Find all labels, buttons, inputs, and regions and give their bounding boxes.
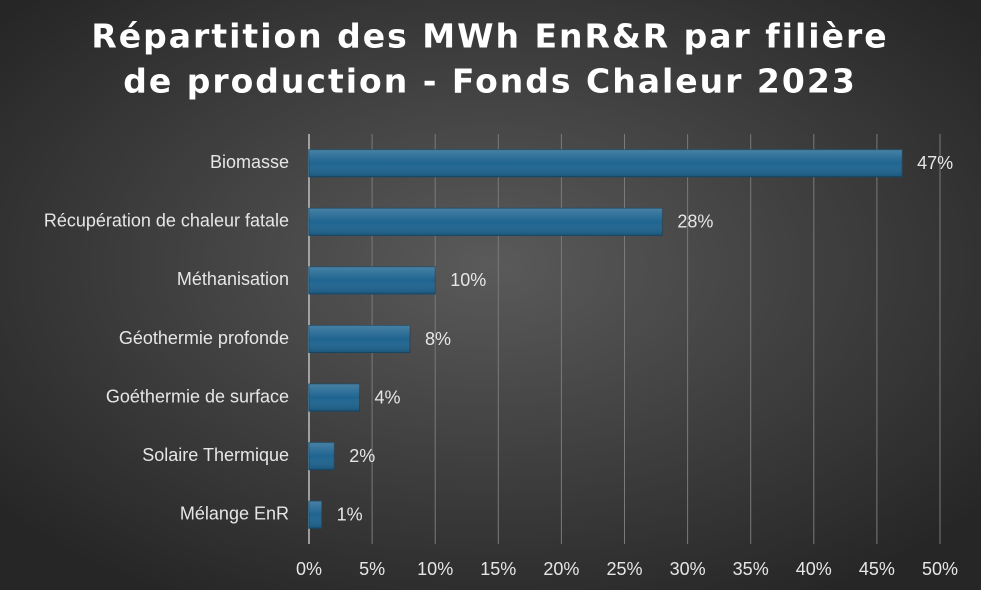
value-label: 10% [450, 270, 486, 290]
value-label: 47% [917, 153, 953, 173]
bar-shine [309, 208, 663, 236]
y-tick-label: Goéthermie de surface [106, 386, 289, 406]
x-tick-label: 35% [733, 559, 769, 579]
bar-shine [309, 266, 436, 294]
value-label: 2% [349, 446, 375, 466]
value-label: 4% [374, 387, 400, 407]
bar-shine [309, 325, 410, 353]
bar-shine [309, 442, 335, 470]
y-tick-label: Biomasse [210, 152, 289, 172]
chart-title: Répartition des MWh EnR&R par filière [91, 17, 888, 56]
bar-shine [309, 149, 903, 177]
value-label: 8% [425, 329, 451, 349]
value-label: 1% [337, 504, 363, 524]
x-tick-label: 10% [417, 559, 453, 579]
x-tick-label: 20% [543, 559, 579, 579]
x-tick-label: 30% [670, 559, 706, 579]
y-tick-label: Géothermie profonde [119, 328, 289, 348]
x-tick-label: 0% [296, 559, 322, 579]
y-tick-label: Mélange EnR [180, 503, 289, 523]
value-label: 28% [677, 212, 713, 232]
x-tick-label: 5% [359, 559, 385, 579]
chart-title: de production - Fonds Chaleur 2023 [123, 62, 857, 101]
bar-shine [309, 501, 322, 529]
x-tick-label: 45% [859, 559, 895, 579]
bar-shine [309, 384, 360, 412]
y-tick-label: Solaire Thermique [142, 445, 289, 465]
y-tick-label: Récupération de chaleur fatale [44, 211, 289, 231]
x-tick-label: 15% [480, 559, 516, 579]
x-tick-label: 50% [922, 559, 958, 579]
x-tick-label: 40% [796, 559, 832, 579]
x-tick-label: 25% [606, 559, 642, 579]
y-tick-label: Méthanisation [177, 269, 289, 289]
